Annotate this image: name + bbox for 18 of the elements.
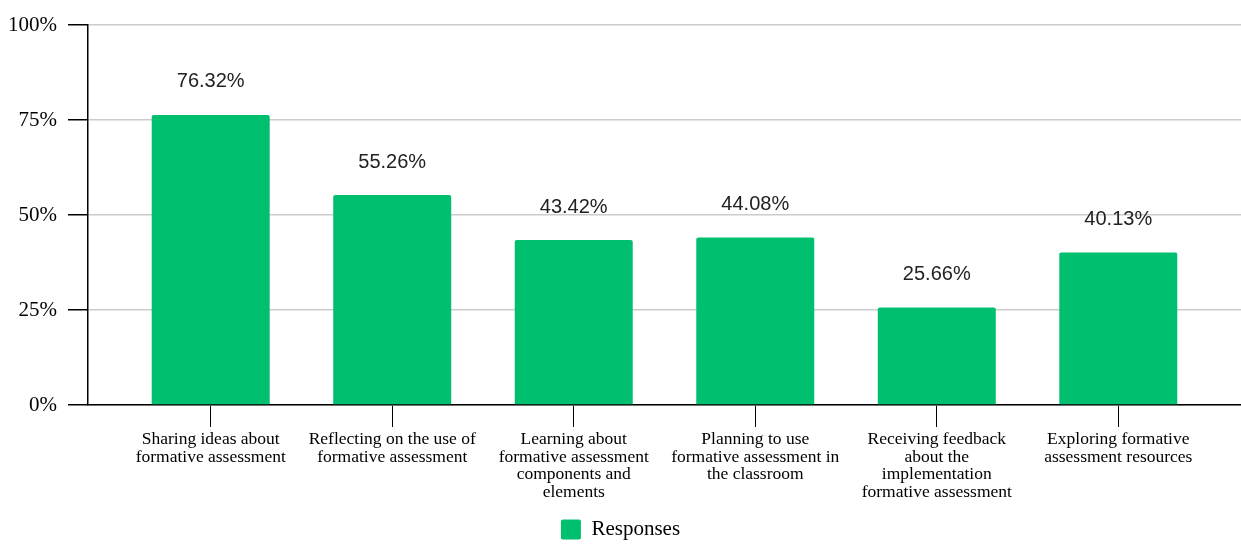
y-tick-label: 0% <box>29 391 57 416</box>
data-label: 55.26% <box>358 149 427 172</box>
data-label: 76.32% <box>176 69 245 92</box>
x-tick-label: Learning about formative assessment components and elements <box>498 428 649 501</box>
data-label: 25.66% <box>902 262 971 285</box>
legend-label: Responses <box>591 516 681 541</box>
x-tick-label: Reflecting on the use of formative assessment <box>308 428 476 466</box>
data-label: 44.08% <box>721 192 790 215</box>
y-tick-label: 75% <box>18 106 57 131</box>
y-tick-label: 50% <box>18 201 57 226</box>
x-tick-label: Planning to use formative assessment in the classroom <box>671 428 840 484</box>
x-tick-label: Receiving feedback about the implementation formative assessment <box>861 428 1012 501</box>
data-label: 43.42% <box>539 194 608 217</box>
y-tick-label: 25% <box>18 296 57 321</box>
data-label: 40.13% <box>1084 207 1153 230</box>
x-tick-label: Exploring formative assessment resources <box>1044 428 1193 466</box>
x-tick-label: Sharing ideas about formative assessment <box>135 428 286 466</box>
y-tick-label: 100% <box>8 11 57 36</box>
